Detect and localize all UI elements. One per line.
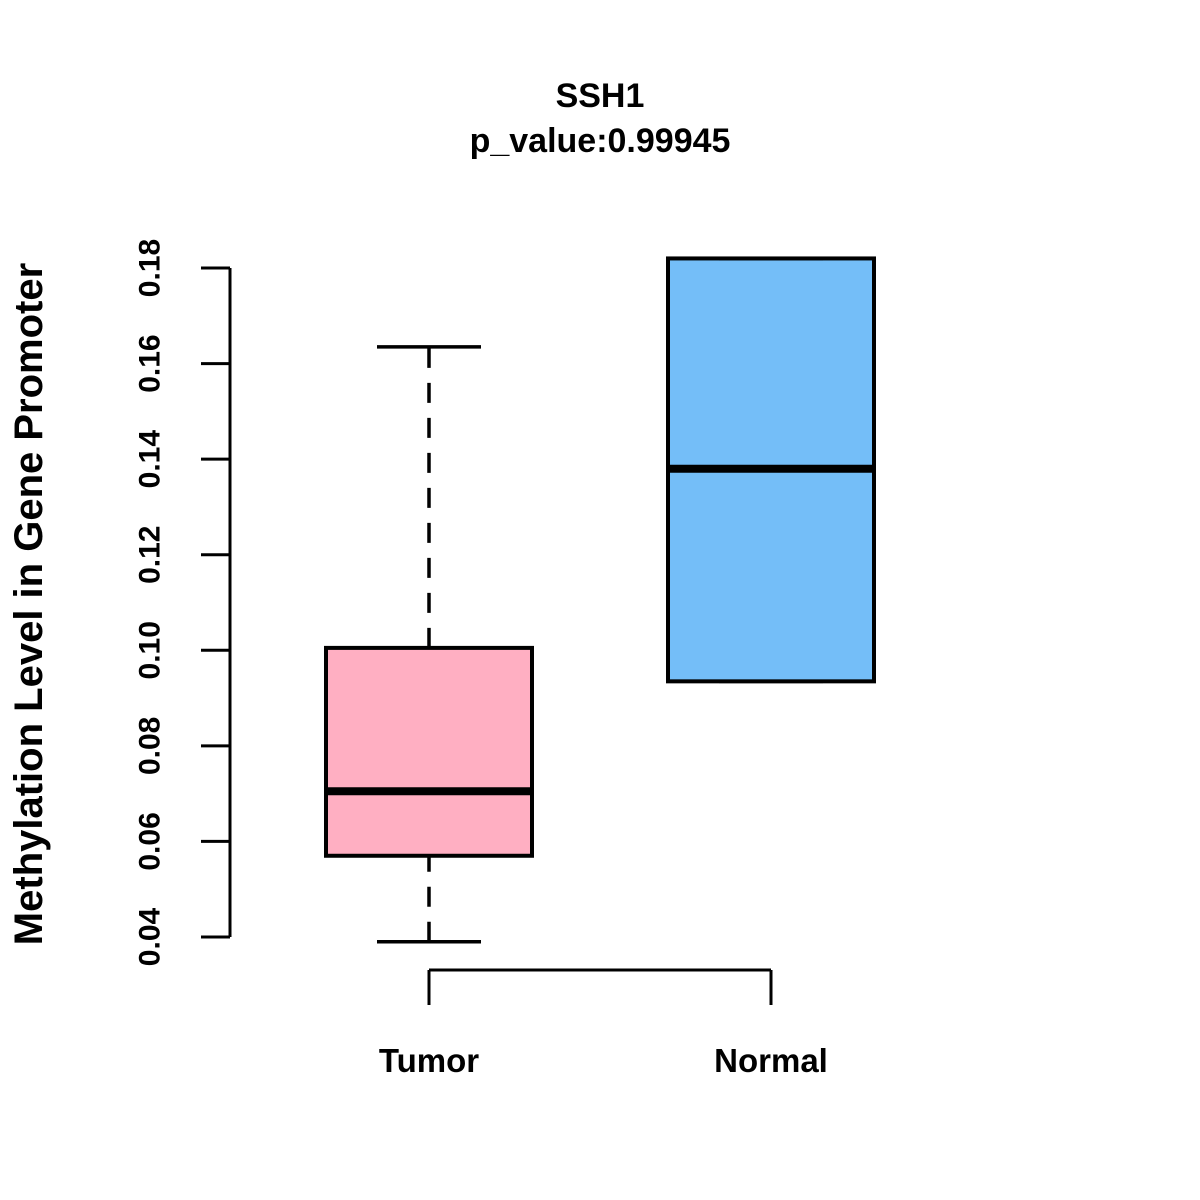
y-tick-label: 0.04 [134, 907, 167, 966]
y-tick-label: 0.18 [134, 239, 167, 297]
y-tick-label: 0.06 [134, 812, 167, 870]
category-label-tumor: Tumor [379, 1042, 479, 1079]
y-tick-label: 0.08 [134, 717, 167, 775]
box-tumor [324, 645, 534, 858]
plot-layer: 0.04 0.06 0.08 0.10 0.12 0.14 0.16 0.18 Tumor Nor… [134, 239, 876, 1079]
y-tick-label: 0.10 [134, 621, 167, 679]
chart-title: SSH1 [556, 77, 645, 115]
y-tick-label: 0.12 [134, 526, 167, 584]
y-axis-title: Methylation Level in Gene Promoter [7, 263, 51, 945]
y-tick-label: 0.16 [134, 334, 167, 392]
y-tick-label: 0.14 [134, 430, 167, 489]
chart-subtitle: p_value:0.99945 [470, 122, 731, 160]
category-label-normal: Normal [714, 1042, 828, 1079]
